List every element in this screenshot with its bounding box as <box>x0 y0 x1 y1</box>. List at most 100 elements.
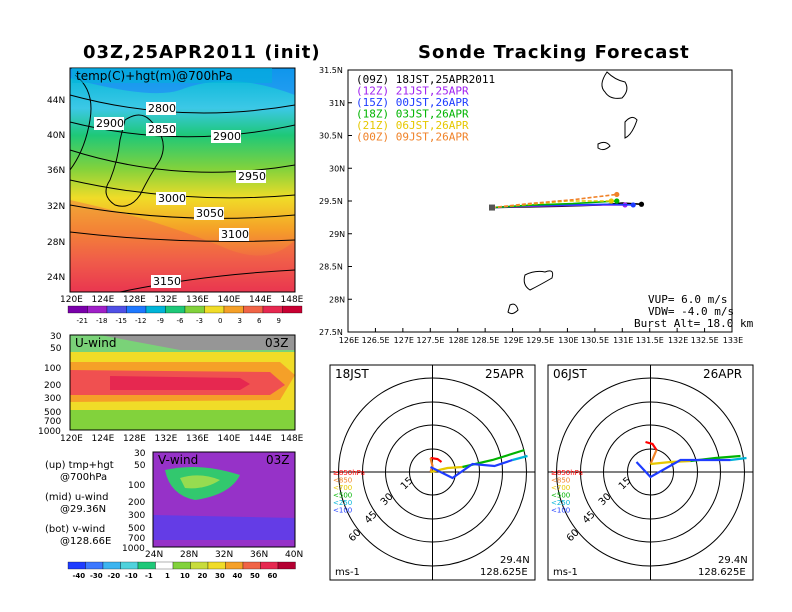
uwind-x-label: 128E <box>123 434 146 444</box>
lon-tick-label: 132E <box>155 295 178 305</box>
track-x-label: 126.5E <box>362 336 390 345</box>
colorbar-swatch <box>242 561 261 570</box>
map-lat-labels: 24N 28N 32N 36N 40N 44N <box>47 96 65 283</box>
uwind-gray <box>100 335 295 350</box>
height-contour <box>69 149 296 173</box>
burst-point <box>630 202 636 208</box>
hodo-ring <box>409 448 456 496</box>
height-contour <box>69 231 296 242</box>
track-x-label: 128.5E <box>471 336 499 345</box>
vwind-y-label: 50 <box>134 461 146 471</box>
colorbar-swatch <box>120 561 139 570</box>
track-y-label: 30.5N <box>319 132 343 141</box>
colorbar-label: -3 <box>196 317 203 325</box>
legend-bot-sub: @128.66E <box>60 536 111 547</box>
temp-map: temp(C)+hgt(m)@700hPa 2800 2850 2900 2900 29… <box>47 67 304 325</box>
contour-labels: 2800 2850 2900 2900 2950 3000 3050 3100 3150 <box>94 102 266 288</box>
track-y-ticks: 27.5N 28N 28.5N 29N 29.5N 30N 30.5N 31N 31.5N <box>319 66 352 337</box>
uwind-x-label: 148E <box>281 434 304 444</box>
colorbar-label: 30 <box>215 572 225 580</box>
colorbar-label: -30 <box>90 572 103 580</box>
track-legend-item: (18Z) 03JST,26APR <box>356 108 469 121</box>
lat-tick-label: 44N <box>47 96 65 106</box>
burst-point <box>614 191 620 198</box>
vwind-y-label: 100 <box>128 481 145 491</box>
hodo-level-label: <700 <box>333 484 352 492</box>
hodo-level-label: <700 <box>551 484 570 492</box>
contour-label: 3000 <box>158 192 186 205</box>
track-y-label: 29N <box>329 230 345 239</box>
contour-label: 3100 <box>221 228 249 241</box>
colorbar-swatch <box>207 561 226 570</box>
colorbar-label: -21 <box>77 317 88 325</box>
colorbar-label: -40 <box>73 572 86 580</box>
hodo-level-label: <100 <box>333 507 352 515</box>
hodo-level-label: <850 <box>551 477 570 485</box>
track-x-label: 131E <box>613 336 633 345</box>
lon-tick-label: 120E <box>60 295 83 305</box>
coastline-japan <box>105 114 164 207</box>
track-x-label: 132E <box>668 336 688 345</box>
track-legend-item: (15Z) 00JST,26APR <box>356 96 469 109</box>
colorbar-label: 0 <box>218 317 222 325</box>
colorbar-label: -9 <box>157 317 164 325</box>
hodo-ring <box>556 377 745 567</box>
vwind-x-label: 24N <box>145 550 163 560</box>
island <box>507 303 519 315</box>
uwind-x-label: 140E <box>218 434 241 444</box>
uwind-x-label: 132E <box>155 434 178 444</box>
track-x-label: 127.5E <box>416 336 444 345</box>
track-x-label: 128E <box>449 336 469 345</box>
colorbar-swatch <box>85 561 104 570</box>
height-contour <box>119 269 296 293</box>
colorbar-swatch <box>165 305 186 314</box>
hodo-lon: 128.625E <box>480 567 528 578</box>
height-contour <box>69 204 296 219</box>
hodo-level-label: <100 <box>551 507 570 515</box>
uwind-x-label: 136E <box>186 434 209 444</box>
hodo-trace <box>650 459 691 466</box>
vwind-frame <box>152 451 296 548</box>
track-y-label: 29.5N <box>319 197 343 206</box>
hodo-level-label: <250 <box>551 499 570 507</box>
info-burst: Burst Alt= 18.0 km <box>634 317 754 330</box>
track-frame <box>347 69 733 333</box>
contour-label-bg <box>151 275 181 288</box>
uwind-x-label: 144E <box>249 434 272 444</box>
track-x-label: 127E <box>394 336 414 345</box>
hodo-level-label: ≥850hPa <box>551 469 583 477</box>
lon-tick-label: 144E <box>249 295 272 305</box>
colorbar-swatch <box>106 305 127 314</box>
contour-label-bg <box>211 130 241 143</box>
temp-colorbar: -21 -18 -15 -12 -9 -6 -3 0 3 6 9 <box>67 305 303 325</box>
hodo-trace <box>512 454 528 462</box>
colorbar-swatch <box>137 561 156 570</box>
colorbar-swatch <box>155 561 174 570</box>
track-legend: (09Z) 18JST,25APR2011(12Z) 21JST,25APR(1… <box>356 73 495 144</box>
info-vdw: VDW= -4.0 m/s <box>648 305 734 318</box>
colorbar-label: -1 <box>145 572 153 580</box>
lon-tick-label: 148E <box>281 295 304 305</box>
hodo-trace <box>635 458 731 479</box>
contour-label-bg <box>146 123 176 136</box>
right-title: Sonde Tracking Forecast <box>418 42 690 63</box>
vwind-x-ticks: 24N 28N 32N 36N 40N <box>145 550 303 560</box>
colorbar-label: 6 <box>257 317 262 325</box>
colorbar-swatch <box>260 561 279 570</box>
colorbar-label: 10 <box>180 572 190 580</box>
uwind-x-label: 124E <box>92 434 115 444</box>
colorbar-label: 3 <box>238 317 242 325</box>
vwind-y-label: 200 <box>128 498 145 508</box>
island <box>601 71 628 99</box>
colorbar-label: 60 <box>268 572 278 580</box>
uwind-y-label: 30 <box>50 332 62 342</box>
colorbar-swatch <box>102 561 121 570</box>
contour-label: 2900 <box>96 117 124 130</box>
hodo-trace <box>730 456 747 462</box>
vwind-y-label: 700 <box>128 534 145 544</box>
track-y-label: 31N <box>329 99 345 108</box>
hodo-trace <box>429 457 434 473</box>
